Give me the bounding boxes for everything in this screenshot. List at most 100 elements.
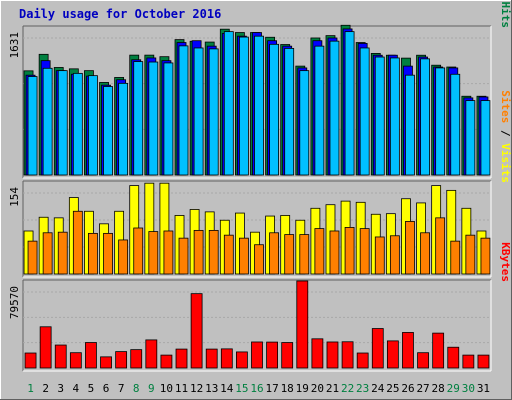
x-tick-label: 5	[88, 382, 95, 395]
hits-files-pages-bar-pages-day-23	[359, 47, 370, 176]
kbytes-bar-kbytes-day-1	[24, 352, 37, 369]
hits-files-pages-legend-separator: /	[499, 0, 512, 2]
hits-files-pages-bar-pages-day-20	[314, 45, 325, 176]
x-tick-label: 3	[57, 382, 64, 395]
visits-sites-bar-sites-day-4	[72, 210, 83, 275]
legend-visits: Visits	[499, 143, 512, 183]
hits-files-pages-bar-pages-day-16	[254, 35, 264, 176]
hits-files-pages-bar-pages-day-17	[269, 43, 279, 176]
x-tick-label: 10	[160, 382, 173, 395]
visits-sites-bar-sites-day-19	[299, 234, 310, 275]
hits-files-pages-bar-pages-day-19	[299, 70, 310, 176]
hits-files-pages-bar-pages-day-10	[163, 62, 174, 176]
kbytes-bar-kbytes-day-15	[236, 351, 248, 369]
kbytes-bar-kbytes-day-13	[205, 348, 218, 369]
visits-sites-bar-sites-day-21	[329, 230, 340, 275]
hits-files-pages-bar-pages-day-25	[389, 57, 400, 176]
x-tick-label: 28	[432, 382, 445, 395]
kbytes-bar-kbytes-day-9	[145, 339, 158, 369]
visits-sites-bar-sites-day-12	[193, 229, 204, 275]
kbytes-bar-kbytes-day-8	[130, 349, 143, 369]
x-tick-label: 25	[386, 382, 399, 395]
kbytes-bar-kbytes-day-31	[477, 354, 490, 369]
visits-sites-bar-sites-day-13	[208, 229, 219, 275]
hits-files-pages-legend: Pages / Files / Hits	[499, 0, 512, 28]
hits-files-pages-bar-pages-day-22	[344, 31, 355, 176]
hits-files-pages-bar-pages-day-9	[148, 61, 159, 176]
hits-files-pages-bar-pages-day-5	[88, 75, 98, 176]
kbytes-bar-kbytes-day-20	[311, 338, 324, 369]
hits-files-pages-max-label: 1631	[8, 32, 21, 59]
visits-sites-bar-sites-day-17	[269, 232, 279, 275]
legend-sites: Sites	[499, 90, 512, 123]
kbytes-bar-kbytes-day-4	[69, 352, 82, 369]
kbytes-bar-kbytes-day-29	[447, 346, 460, 369]
kbytes-max-label: 79570	[8, 286, 21, 319]
hits-files-pages-bar-pages-day-8	[133, 61, 144, 176]
hits-files-pages-bar-pages-day-29	[450, 73, 461, 176]
x-tick-label: 26	[401, 382, 414, 395]
x-tick-label: 13	[205, 382, 218, 395]
x-tick-label: 12	[190, 382, 203, 395]
visits-sites-bar-sites-day-16	[254, 244, 264, 275]
x-tick-label: 18	[281, 382, 294, 395]
kbytes-bar-kbytes-day-17	[266, 341, 278, 369]
visits-sites-bar-sites-day-22	[344, 227, 355, 275]
visits-sites-bar-sites-day-3	[57, 231, 68, 275]
visits-sites-legend: Sites / Visits	[499, 90, 512, 183]
hits-files-pages-bar-pages-day-4	[72, 72, 83, 176]
hits-files-pages-bar-pages-day-6	[103, 86, 113, 176]
visits-sites-bar-sites-day-27	[420, 232, 430, 275]
visits-sites-bar-sites-day-30	[465, 234, 476, 275]
x-tick-label: 11	[175, 382, 188, 395]
x-tick-label: 15	[235, 382, 248, 395]
hits-files-pages-bar-pages-day-13	[208, 48, 219, 176]
kbytes-bar-kbytes-day-30	[462, 354, 475, 369]
visits-sites-bar-sites-day-15	[239, 237, 249, 275]
visits-sites-bar-sites-day-18	[284, 234, 295, 275]
kbytes-bar-kbytes-day-21	[326, 341, 339, 369]
visits-sites-bar-sites-day-11	[178, 237, 189, 275]
plot-layer: 1631 Pages / Files / Hits 15 4 Sites / Visit…	[8, 0, 512, 395]
kbytes-bar-kbytes-day-12	[190, 293, 203, 369]
visits-sites-bar-sites-day-8	[133, 227, 144, 275]
kbytes-bar-kbytes-day-25	[386, 340, 399, 369]
x-tick-label: 4	[73, 382, 80, 395]
x-tick-label: 17	[265, 382, 278, 395]
hits-files-pages-bar-pages-day-24	[374, 56, 385, 176]
x-tick-label: 23	[356, 382, 369, 395]
kbytes-bar-kbytes-day-11	[175, 348, 188, 369]
hits-files-pages-bar-pages-day-3	[57, 70, 68, 176]
visits-sites-bar-sites-day-2	[42, 232, 53, 275]
hits-files-pages-bar-pages-day-27	[420, 58, 430, 176]
x-tick-label: 27	[416, 382, 429, 395]
kbytes-bar-kbytes-day-16	[251, 341, 263, 369]
visits-sites-bar-sites-day-9	[148, 231, 159, 275]
x-tick-label: 30	[462, 382, 475, 395]
x-tick-label: 6	[103, 382, 110, 395]
x-tick-label: 9	[148, 382, 155, 395]
legend-kbytes: KBytes	[499, 242, 512, 282]
hits-files-pages-bar-pages-day-28	[435, 67, 446, 176]
x-tick-label: 20	[311, 382, 324, 395]
legend-hits: Hits	[499, 2, 512, 29]
kbytes-bar-kbytes-day-14	[220, 348, 233, 369]
kbytes-bar-kbytes-day-6	[100, 356, 112, 369]
kbytes-bar-kbytes-day-3	[54, 344, 67, 369]
chart-title: Daily usage for October 2016	[19, 7, 221, 21]
visits-sites-bar-sites-day-26	[405, 221, 415, 275]
kbytes-bar-kbytes-day-28	[432, 332, 445, 369]
x-tick-label: 19	[296, 382, 309, 395]
visits-sites-bar-sites-day-10	[163, 230, 174, 275]
x-tick-label: 22	[341, 382, 354, 395]
hits-files-pages-bar-pages-day-15	[239, 36, 249, 176]
kbytes-legend: KBytes	[499, 242, 512, 282]
kbytes-bar-kbytes-day-27	[417, 352, 429, 369]
hits-files-pages-bar-pages-day-7	[118, 82, 129, 176]
x-tick-label: 24	[371, 382, 385, 395]
hits-files-pages-bar-pages-day-18	[284, 48, 295, 176]
kbytes-bar-kbytes-day-5	[85, 342, 97, 369]
hits-files-pages-bar-pages-day-21	[329, 40, 340, 176]
x-tick-label: 21	[326, 382, 339, 395]
